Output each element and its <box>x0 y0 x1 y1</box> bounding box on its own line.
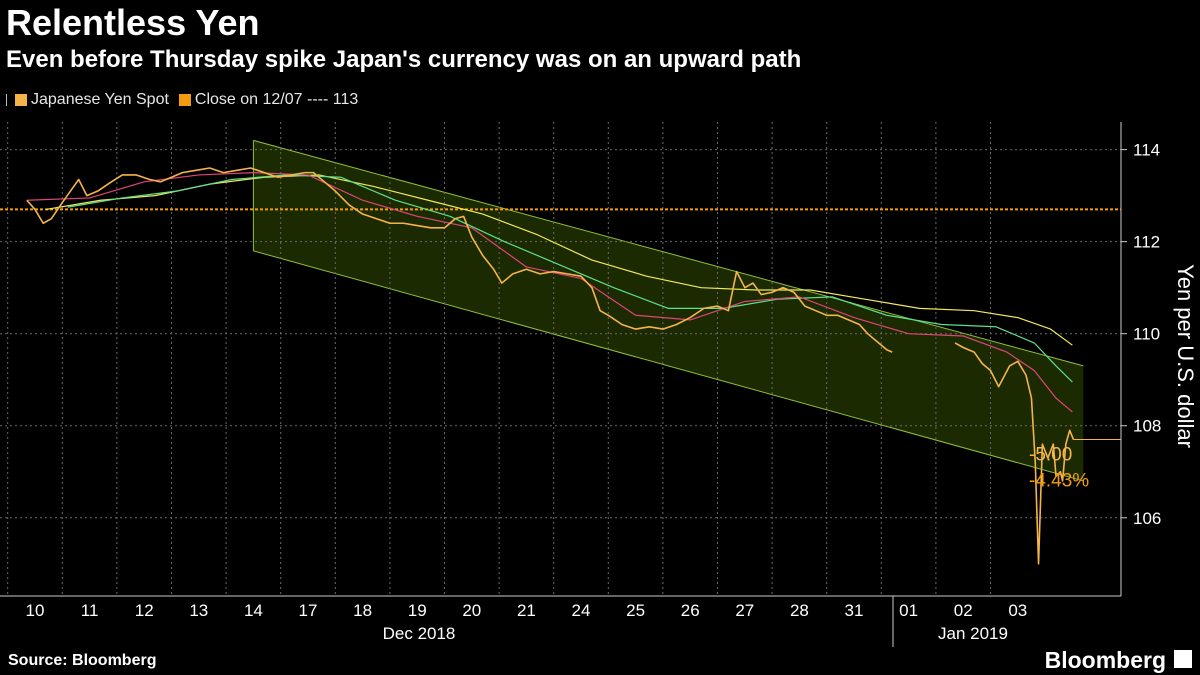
x-tick-label: 26 <box>681 601 700 620</box>
ma-medium-line <box>67 174 1073 383</box>
x-tick-label: 19 <box>408 601 427 620</box>
x-tick-label: 28 <box>790 601 809 620</box>
x-tick-label: 27 <box>735 601 754 620</box>
x-tick-label: 24 <box>572 601 591 620</box>
yen-spot-line-segment <box>26 167 893 353</box>
y-axis-label: Yen per U.S. dollar <box>1173 264 1198 448</box>
legend-swatch-close-line <box>178 94 191 106</box>
month-label-jan-2019: Jan 2019 <box>938 624 1008 643</box>
x-tick-label: 12 <box>135 601 154 620</box>
ma-long-line <box>45 174 1073 346</box>
x-tick-label: 11 <box>81 601 99 620</box>
x-tick-label: 01 <box>899 601 918 620</box>
trend-channel-upper <box>253 139 1084 367</box>
legend-item-yen-spot: Japanese Yen Spot <box>6 91 169 109</box>
chart-title: Relentless Yen <box>6 2 260 43</box>
legend-label-yen-spot: Japanese Yen Spot <box>31 91 169 108</box>
x-tick-label: 03 <box>1008 601 1027 620</box>
month-label-dec-2018: Dec 2018 <box>383 624 456 643</box>
x-tick-label: 10 <box>26 601 45 620</box>
chart-subtitle: Even before Thursday spike Japan's curre… <box>6 46 802 73</box>
x-tick-label: 14 <box>244 601 263 620</box>
legend-label-close-line: Close on 12/07 ---- 113 <box>194 91 359 108</box>
ma-short-line <box>26 172 1073 413</box>
y-tick-label: 112 <box>1133 233 1160 252</box>
source-note: Source: Bloomberg <box>8 652 157 669</box>
legend-item-close-line: Close on 12/07 ---- 113 <box>178 91 359 109</box>
x-tick-label: 02 <box>954 601 973 620</box>
x-tick-label: 17 <box>299 601 318 620</box>
x-tick-label: 25 <box>626 601 645 620</box>
y-tick-label: 114 <box>1133 141 1160 160</box>
legend: Japanese Yen Spot Close on 12/07 ---- 11… <box>6 91 368 109</box>
x-tick-label: 20 <box>462 601 481 620</box>
brand-logo: Bloomberg <box>1044 647 1166 673</box>
bloomberg-terminal-icon <box>1174 650 1192 668</box>
ohlc-tick-icon <box>6 94 13 106</box>
y-tick-label: 106 <box>1133 509 1161 528</box>
x-tick-label: 21 <box>517 601 536 620</box>
trend-channel-lower <box>253 250 1084 482</box>
y-tick-label: 110 <box>1133 325 1160 344</box>
annotation-change-pct: -4.43% <box>1029 471 1089 492</box>
x-tick-label: 18 <box>353 601 372 620</box>
trend-channel-band <box>253 140 1084 481</box>
y-tick-label: 108 <box>1133 417 1161 436</box>
legend-swatch-yen-spot <box>15 94 27 106</box>
annotation-change: -5.00 <box>1029 445 1072 466</box>
x-tick-label: 13 <box>189 601 208 620</box>
x-tick-label: 31 <box>845 601 864 620</box>
yen-spot-line-segment <box>954 342 1075 565</box>
